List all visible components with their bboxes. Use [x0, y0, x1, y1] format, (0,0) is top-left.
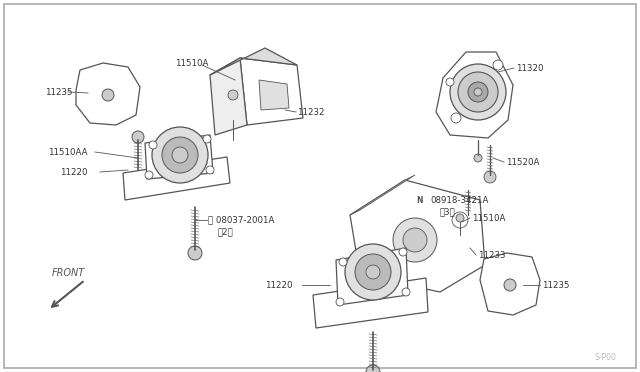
Polygon shape [145, 135, 213, 179]
Text: Ⓑ 08037-2001A: Ⓑ 08037-2001A [208, 215, 275, 224]
Text: 11510A: 11510A [472, 214, 506, 222]
Text: 11220: 11220 [60, 167, 88, 176]
Circle shape [451, 113, 461, 123]
Text: 11510A: 11510A [175, 58, 209, 67]
Text: 11220: 11220 [265, 280, 292, 289]
Text: S-P00: S-P00 [594, 353, 616, 362]
Circle shape [366, 265, 380, 279]
Circle shape [336, 298, 344, 306]
Circle shape [366, 365, 380, 372]
Polygon shape [336, 248, 408, 305]
Circle shape [504, 279, 516, 291]
Circle shape [403, 228, 427, 252]
Text: N: N [417, 196, 423, 205]
Text: 11320: 11320 [516, 64, 543, 73]
Circle shape [228, 90, 238, 100]
Polygon shape [123, 157, 230, 200]
Text: 11232: 11232 [297, 108, 324, 116]
Circle shape [474, 88, 482, 96]
Polygon shape [259, 80, 289, 110]
Polygon shape [480, 253, 540, 315]
Text: 11233: 11233 [478, 250, 506, 260]
Circle shape [152, 127, 208, 183]
Circle shape [402, 288, 410, 296]
Circle shape [446, 78, 454, 86]
Text: 11520A: 11520A [506, 157, 540, 167]
Circle shape [458, 72, 498, 112]
Circle shape [339, 258, 347, 266]
Circle shape [484, 171, 496, 183]
Text: 08918-3421A: 08918-3421A [430, 196, 488, 205]
Polygon shape [313, 278, 428, 328]
Circle shape [411, 191, 429, 209]
Text: 。2。: 。2。 [218, 228, 234, 237]
Polygon shape [210, 48, 297, 75]
Circle shape [463, 214, 473, 224]
Circle shape [132, 131, 144, 143]
Text: FRONT: FRONT [51, 268, 84, 278]
Circle shape [145, 171, 153, 179]
Circle shape [452, 212, 468, 228]
Circle shape [162, 137, 198, 173]
Text: 〈3〉: 〈3〉 [440, 208, 456, 217]
Text: 11510AA: 11510AA [48, 148, 88, 157]
Polygon shape [210, 58, 247, 135]
Circle shape [474, 154, 482, 162]
Circle shape [188, 246, 202, 260]
Circle shape [450, 64, 506, 120]
Circle shape [393, 218, 437, 262]
Circle shape [456, 214, 464, 222]
Polygon shape [436, 52, 513, 138]
Circle shape [493, 60, 503, 70]
Circle shape [203, 135, 211, 143]
Circle shape [149, 141, 157, 149]
Circle shape [373, 248, 387, 262]
Text: 11235: 11235 [45, 87, 72, 96]
Circle shape [355, 254, 391, 290]
Circle shape [206, 166, 214, 174]
Circle shape [345, 244, 401, 300]
Text: 11235: 11235 [542, 280, 570, 289]
Circle shape [172, 147, 188, 163]
Circle shape [468, 82, 488, 102]
Circle shape [399, 248, 407, 256]
Polygon shape [350, 180, 485, 292]
Polygon shape [350, 175, 415, 215]
Circle shape [102, 89, 114, 101]
Polygon shape [76, 63, 140, 125]
Polygon shape [240, 58, 303, 125]
